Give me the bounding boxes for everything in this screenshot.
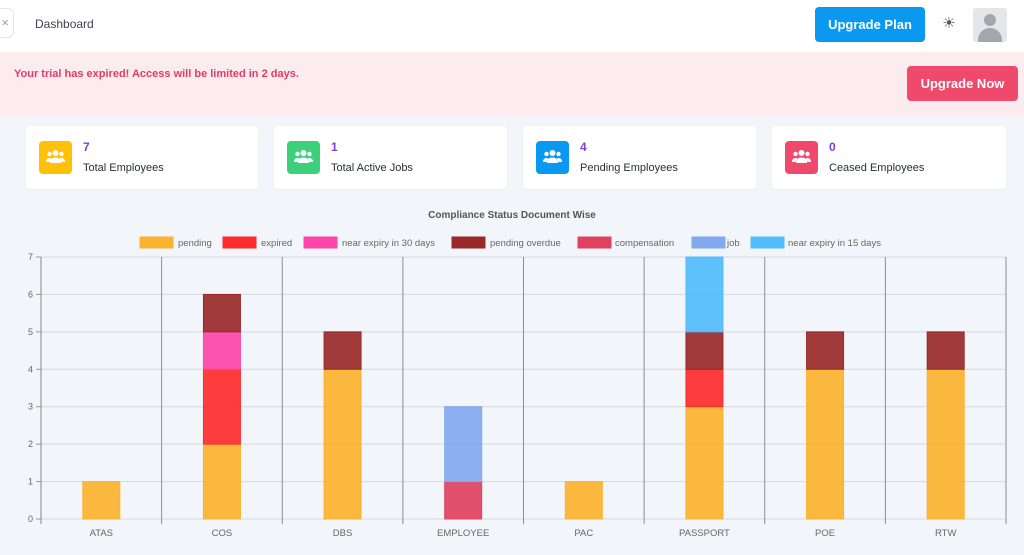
stat-label: Pending Employees [580, 162, 678, 174]
avatar-body-shape [978, 28, 1002, 42]
bar-segment [323, 331, 362, 370]
top-navbar: × Dashboard Upgrade Plan ☀ [0, 0, 1024, 52]
stat-card-total-active-jobs[interactable]: 1 Total Active Jobs [274, 126, 507, 189]
bar-segment [444, 406, 483, 483]
avatar[interactable] [973, 8, 1007, 42]
legend-swatch [139, 236, 174, 249]
avatar-head-shape [984, 14, 996, 26]
close-sidebar-icon[interactable]: × [0, 8, 14, 38]
users-glyph [46, 150, 65, 163]
chart-title: Compliance Status Document Wise [428, 210, 596, 221]
legend-swatch [451, 236, 486, 249]
users-glyph [543, 150, 562, 163]
y-tick-label: 0 [28, 514, 33, 524]
x-tick-label: PAC [574, 528, 593, 539]
stat-card-total-employees[interactable]: 7 Total Employees [26, 126, 258, 189]
upgrade-plan-button[interactable]: Upgrade Plan [815, 7, 925, 42]
stat-label: Total Employees [83, 162, 164, 174]
bar-segment [323, 368, 362, 520]
sun-icon[interactable]: ☀ [942, 15, 956, 32]
legend-label: compensation [615, 238, 674, 249]
y-tick-label: 6 [28, 289, 33, 299]
x-tick-label: EMPLOYEE [437, 528, 489, 539]
compliance-chart: 0 1 2 3 4 5 6 7 ATAS COS DBS EMPLOYEE PAC PASSPORT POE… [28, 236, 1007, 539]
trial-alert-message: Your trial has expired! Access will be l… [14, 68, 299, 80]
stat-value: 0 [829, 140, 836, 154]
legend-label: pending [178, 238, 212, 249]
y-tick-label: 4 [28, 364, 33, 374]
upgrade-now-button[interactable]: Upgrade Now [907, 66, 1018, 101]
x-tick-label: PASSPORT [679, 528, 730, 539]
x-tick-label: POE [815, 528, 835, 539]
legend-swatch [750, 236, 785, 249]
bar-segment [806, 331, 845, 370]
stat-card-pending-employees[interactable]: 4 Pending Employees [523, 126, 756, 189]
bar-segment [926, 368, 965, 520]
legend-label: pending overdue [490, 238, 561, 249]
legend-label: near expiry in 15 days [788, 238, 881, 249]
users-icon [785, 141, 818, 174]
bar-segment [202, 293, 241, 333]
users-icon [39, 141, 72, 174]
stat-label: Ceased Employees [829, 162, 925, 174]
bar-segment [685, 256, 724, 333]
y-tick-label: 2 [28, 439, 33, 449]
x-tick-label: ATAS [90, 528, 113, 539]
legend-swatch [303, 236, 338, 249]
users-glyph [294, 150, 313, 163]
bar-segment [444, 481, 483, 520]
users-glyph [792, 150, 811, 163]
bar-segment [564, 481, 603, 520]
stat-value: 1 [331, 140, 338, 154]
bar-segment [685, 406, 724, 520]
users-icon [287, 141, 320, 174]
bar-segment [82, 481, 121, 520]
users-icon [536, 141, 569, 174]
stat-card-ceased-employees[interactable]: 0 Ceased Employees [772, 126, 1006, 189]
trial-alert-banner [0, 52, 1024, 115]
legend-swatch [577, 236, 612, 249]
bar-segment [685, 368, 724, 408]
bar-segment [685, 331, 724, 370]
stat-value: 4 [580, 140, 587, 154]
bar-segment [202, 368, 241, 445]
stat-label: Total Active Jobs [331, 162, 413, 174]
legend-swatch [691, 236, 726, 249]
bar-segment [806, 368, 845, 520]
y-tick-label: 7 [28, 252, 33, 262]
y-tick-label: 1 [28, 477, 33, 487]
y-tick-label: 3 [28, 402, 33, 412]
bar-segment [202, 443, 241, 520]
legend-label: expired [261, 238, 292, 249]
x-tick-label: DBS [333, 528, 353, 539]
y-tick-label: 5 [28, 327, 33, 337]
legend-label: near expiry in 30 days [342, 238, 435, 249]
bar-segment [926, 331, 965, 370]
page-title: Dashboard [35, 17, 94, 31]
x-tick-label: RTW [935, 528, 956, 539]
legend-swatch [222, 236, 257, 249]
stat-value: 7 [83, 140, 90, 154]
legend-label: job [726, 238, 740, 249]
bar-segment [202, 331, 241, 370]
x-tick-label: COS [212, 528, 233, 539]
